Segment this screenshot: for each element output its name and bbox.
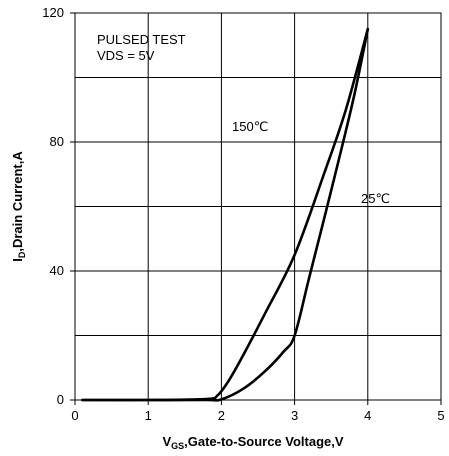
annotation-pulsed-test: PULSED TEST <box>97 32 186 47</box>
series-line-25c <box>81 27 370 402</box>
series-label-150c: 150℃ <box>232 119 268 134</box>
series-layer <box>81 27 370 402</box>
grid-layer <box>75 13 441 400</box>
x-axis-title: VGS,Gate-to-Source Voltage,V <box>162 434 343 451</box>
x-tick-label-5: 5 <box>437 408 444 423</box>
y-tick-label-80: 80 <box>50 134 64 149</box>
x-tick-label-3: 3 <box>291 408 298 423</box>
x-axis-title-subscript: GS <box>171 441 184 451</box>
y-tick-label-120: 120 <box>42 5 64 20</box>
x-tick-label-2: 2 <box>218 408 225 423</box>
y-axis-title: ID,Drain Current,A <box>10 151 27 262</box>
y-axis-title-subscript: D <box>17 251 27 258</box>
y-axis-title-main: I <box>10 258 25 262</box>
x-axis-title-main: V <box>162 434 171 449</box>
x-tick-label-1: 1 <box>145 408 152 423</box>
x-axis-title-rest: ,Gate-to-Source Voltage,V <box>184 434 344 449</box>
plot-area-frame <box>74 12 442 401</box>
y-tick-label-40: 40 <box>50 263 64 278</box>
x-tick-label-4: 4 <box>364 408 371 423</box>
annotation-layer: PULSED TEST VDS = 5V 150℃ 25℃ <box>97 32 390 206</box>
annotation-vds: VDS = 5V <box>97 48 155 63</box>
series-label-25c: 25℃ <box>361 191 390 206</box>
ticks-layer: 0 1 2 3 4 5 0 40 80 120 <box>42 5 444 423</box>
y-axis-title-rest: ,Drain Current,A <box>10 151 25 252</box>
y-tick-label-0: 0 <box>57 392 64 407</box>
x-tick-label-0: 0 <box>71 408 78 423</box>
